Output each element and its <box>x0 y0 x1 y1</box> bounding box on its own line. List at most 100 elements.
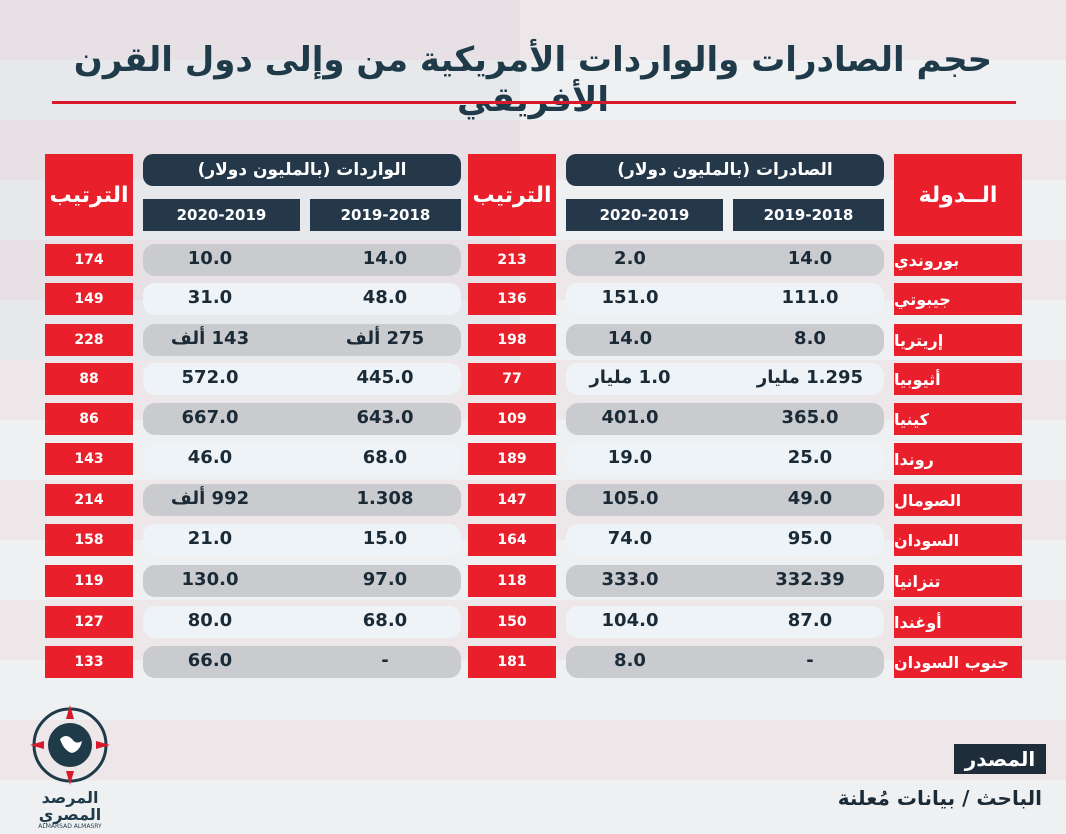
export-value-2019: 8.0 <box>794 328 826 349</box>
import-rank-cell: 149 <box>45 283 133 315</box>
import-value-2019: - <box>381 650 389 671</box>
exports-row-bg <box>566 565 884 597</box>
import-rank-cell: 133 <box>45 646 133 678</box>
import-value-2020: 66.0 <box>187 650 233 671</box>
export-rank-cell: 198 <box>468 324 556 356</box>
export-value-2019: 365.0 <box>781 407 839 428</box>
exports-row-bg <box>566 646 884 678</box>
import-value-2020: 143 ألف <box>170 328 250 349</box>
page-title: حجم الصادرات والواردات الأمريكية من وإلى… <box>73 40 993 120</box>
imports-row-bg <box>143 565 461 597</box>
country-cell: تنزانيا <box>894 565 1022 597</box>
country-cell: كينيا <box>894 403 1022 435</box>
export-rank-cell: 189 <box>468 443 556 475</box>
imports-rank-header: الترتيب <box>45 154 133 236</box>
imports-row-bg <box>143 443 461 475</box>
import-value-2020: 572.0 <box>181 367 239 388</box>
import-value-2020: 31.0 <box>187 287 233 308</box>
export-rank-cell: 164 <box>468 524 556 556</box>
export-rank-cell: 109 <box>468 403 556 435</box>
country-cell: السودان <box>894 524 1022 556</box>
export-value-2019: 111.0 <box>781 287 839 308</box>
import-value-2020: 46.0 <box>187 447 233 468</box>
export-value-2019: 332.39 <box>775 569 845 590</box>
title-underline <box>52 101 1016 104</box>
exports-year1-header: 2019-2018 <box>733 199 884 231</box>
import-rank-cell: 228 <box>45 324 133 356</box>
import-value-2020: 10.0 <box>187 248 233 269</box>
imports-row-bg <box>143 324 461 356</box>
import-value-2019: 48.0 <box>362 287 408 308</box>
import-value-2019: 97.0 <box>362 569 408 590</box>
almarsad-logo: المرصد المصري ALMARSAD ALMASRY <box>30 705 110 830</box>
exports-row-bg <box>566 244 884 276</box>
country-cell: بوروندي <box>894 244 1022 276</box>
export-rank-cell: 136 <box>468 283 556 315</box>
export-value-2020: 19.0 <box>607 447 653 468</box>
import-rank-cell: 86 <box>45 403 133 435</box>
country-header: الــدولة <box>894 154 1022 236</box>
exports-row-bg <box>566 283 884 315</box>
import-value-2020: 992 ألف <box>170 488 250 509</box>
export-rank-cell: 181 <box>468 646 556 678</box>
country-cell: الصومال <box>894 484 1022 516</box>
exports-row-bg <box>566 606 884 638</box>
exports-row-bg <box>566 324 884 356</box>
import-rank-cell: 174 <box>45 244 133 276</box>
export-value-2019: - <box>806 650 814 671</box>
exports-row-bg <box>566 443 884 475</box>
import-value-2019: 68.0 <box>362 447 408 468</box>
import-value-2020: 80.0 <box>187 610 233 631</box>
exports-row-bg <box>566 403 884 435</box>
export-value-2020: 1.0 مليار <box>589 367 671 388</box>
export-value-2020: 104.0 <box>601 610 659 631</box>
imports-header: الواردات (بالمليون دولار) <box>143 154 461 186</box>
imports-year2-header: 2020-2019 <box>143 199 300 231</box>
import-rank-cell: 127 <box>45 606 133 638</box>
export-value-2020: 401.0 <box>601 407 659 428</box>
imports-row-bg <box>143 283 461 315</box>
exports-row-bg <box>566 363 884 395</box>
import-value-2019: 15.0 <box>362 528 408 549</box>
export-value-2019: 14.0 <box>787 248 833 269</box>
imports-row-bg <box>143 403 461 435</box>
export-value-2019: 25.0 <box>787 447 833 468</box>
exports-year2-header: 2020-2019 <box>566 199 723 231</box>
export-rank-cell: 77 <box>468 363 556 395</box>
export-value-2019: 1.295 مليار <box>756 367 864 388</box>
imports-row-bg <box>143 606 461 638</box>
export-value-2020: 14.0 <box>607 328 653 349</box>
import-value-2019: 643.0 <box>356 407 414 428</box>
import-rank-cell: 119 <box>45 565 133 597</box>
import-value-2020: 130.0 <box>181 569 239 590</box>
import-rank-cell: 214 <box>45 484 133 516</box>
exports-header: الصادرات (بالمليون دولار) <box>566 154 884 186</box>
logo-name-line2: المصري <box>38 805 102 824</box>
country-cell: جيبوتي <box>894 283 1022 315</box>
export-value-2020: 333.0 <box>601 569 659 590</box>
export-rank-cell: 213 <box>468 244 556 276</box>
exports-row-bg <box>566 524 884 556</box>
source-text: الباحث / بيانات مُعلنة <box>837 786 1042 810</box>
import-value-2020: 21.0 <box>187 528 233 549</box>
imports-year1-header: 2019-2018 <box>310 199 461 231</box>
export-value-2019: 95.0 <box>787 528 833 549</box>
imports-row-bg <box>143 646 461 678</box>
logo-latin: ALMARSAD ALMASRY <box>38 823 102 830</box>
import-value-2019: 1.308 <box>356 488 414 509</box>
export-value-2020: 105.0 <box>601 488 659 509</box>
country-cell: إريتريا <box>894 324 1022 356</box>
import-value-2019: 445.0 <box>356 367 414 388</box>
country-cell: روندا <box>894 443 1022 475</box>
import-value-2019: 275 ألف <box>345 328 425 349</box>
export-rank-cell: 147 <box>468 484 556 516</box>
export-value-2019: 87.0 <box>787 610 833 631</box>
import-value-2019: 68.0 <box>362 610 408 631</box>
globe-compass-icon <box>30 705 110 785</box>
export-value-2020: 8.0 <box>614 650 646 671</box>
exports-rank-header: الترتيب <box>468 154 556 236</box>
imports-row-bg <box>143 244 461 276</box>
export-value-2020: 151.0 <box>601 287 659 308</box>
export-value-2020: 2.0 <box>614 248 646 269</box>
import-rank-cell: 158 <box>45 524 133 556</box>
